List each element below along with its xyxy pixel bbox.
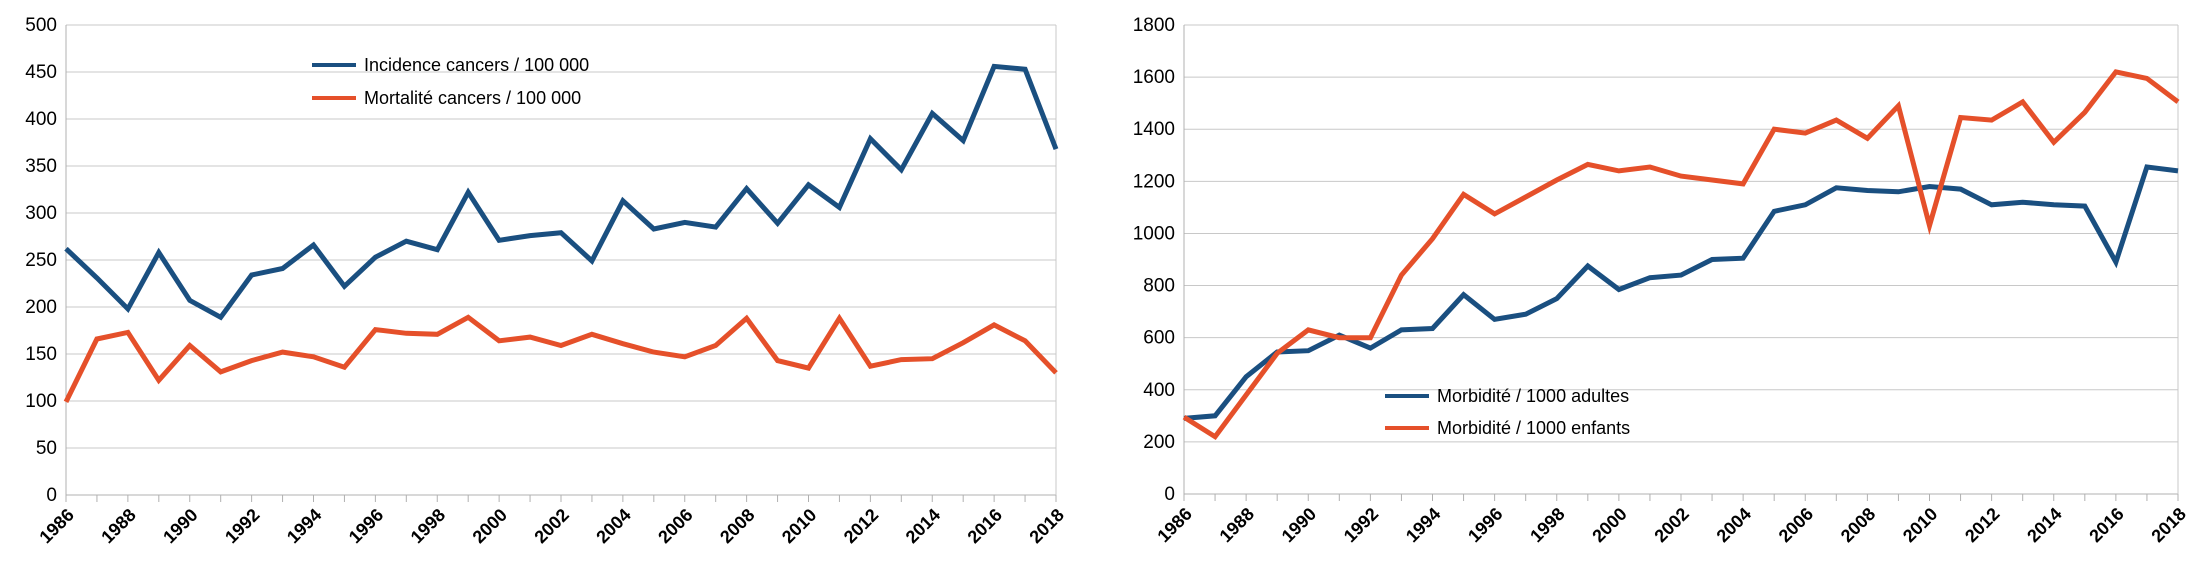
x-tick-label: 2002 [530,505,572,547]
legend-label-1: Morbidité / 1000 adultes [1437,386,1629,406]
legend-label-2: Mortalité cancers / 100 000 [364,88,581,108]
x-tick-label: 1990 [1278,504,1320,546]
x-tick-label: 2004 [1713,504,1755,546]
y-tick-label: 0 [1164,484,1175,505]
x-tick-label: 2006 [654,505,696,547]
x-tick-label: 1986 [1153,504,1195,546]
legend-label-1: Incidence cancers / 100 000 [364,55,589,75]
x-tick-label: 1996 [1464,504,1506,546]
x-tick-label: 2014 [902,505,944,547]
y-tick-label: 250 [25,250,57,271]
x-tick-label: 1994 [1402,504,1444,546]
y-tick-label: 200 [1143,432,1175,453]
x-tick-label: 1992 [1340,504,1382,546]
legend-label-2: Morbidité / 1000 enfants [1437,418,1630,438]
y-tick-label: 400 [25,109,57,130]
y-tick-label: 150 [25,344,57,365]
y-tick-label: 800 [1143,276,1175,297]
x-tick-label: 2000 [469,505,511,547]
incidence-mortality-chart: 0 50 100 150 200 250 300 350 400 450 500 1986 1988 19… [25,15,1068,547]
x-tick-label: 2014 [2023,504,2065,546]
series-line-1 [64,63,1059,321]
x-tick-label: 1996 [345,505,387,547]
x-tick-label: 2012 [1961,504,2003,546]
series-line-1 [1183,164,2179,421]
y-tick-label: 50 [36,438,57,459]
x-tick-label: 1994 [283,505,325,547]
x-tick-label: 1998 [1526,504,1568,546]
x-tick-label: 1986 [35,505,77,547]
x-tick-label: 2016 [964,505,1006,547]
x-tick-label: 2004 [592,505,634,547]
morbidity-chart: 0 200 400 600 800 1000 1200 1400 1600 1800 1986 198… [1133,15,2190,546]
y-tick-label: 350 [25,156,57,177]
x-tick-label: 1988 [1216,504,1258,546]
y-tick-label: 1000 [1133,223,1175,244]
x-tick-label: 1990 [159,505,201,547]
x-tick-label: 2010 [778,505,820,547]
y-tick-label: 200 [25,297,57,318]
x-tick-label: 2000 [1588,504,1630,546]
x-tick-label: 1992 [221,505,263,547]
x-tick-label: 2002 [1650,504,1692,546]
x-tick-label: 2018 [2147,504,2189,546]
x-tick-label: 1988 [97,505,139,547]
y-tick-label: 1800 [1133,15,1175,36]
y-tick-label: 450 [25,62,57,83]
x-tick-label: 2010 [1899,504,1941,546]
y-tick-label: 1400 [1133,119,1175,140]
series-line-2 [1182,69,2180,441]
y-tick-label: 600 [1143,328,1175,349]
y-tick-label: 500 [25,15,57,36]
series-line-2 [63,313,1058,404]
y-tick-label: 0 [46,485,57,506]
y-tick-label: 300 [25,203,57,224]
x-tick-label: 2012 [840,505,882,547]
y-tick-label: 1600 [1133,67,1175,88]
x-tick-label: 2006 [1775,504,1817,546]
x-tick-label: 2016 [2085,504,2127,546]
x-tick-label: 2008 [716,505,758,547]
x-tick-label: 1998 [407,505,449,547]
x-tick-label: 2018 [1025,505,1067,547]
y-tick-label: 400 [1143,380,1175,401]
y-tick-label: 1200 [1133,171,1175,192]
y-tick-label: 100 [25,391,57,412]
x-tick-label: 2008 [1837,504,1879,546]
